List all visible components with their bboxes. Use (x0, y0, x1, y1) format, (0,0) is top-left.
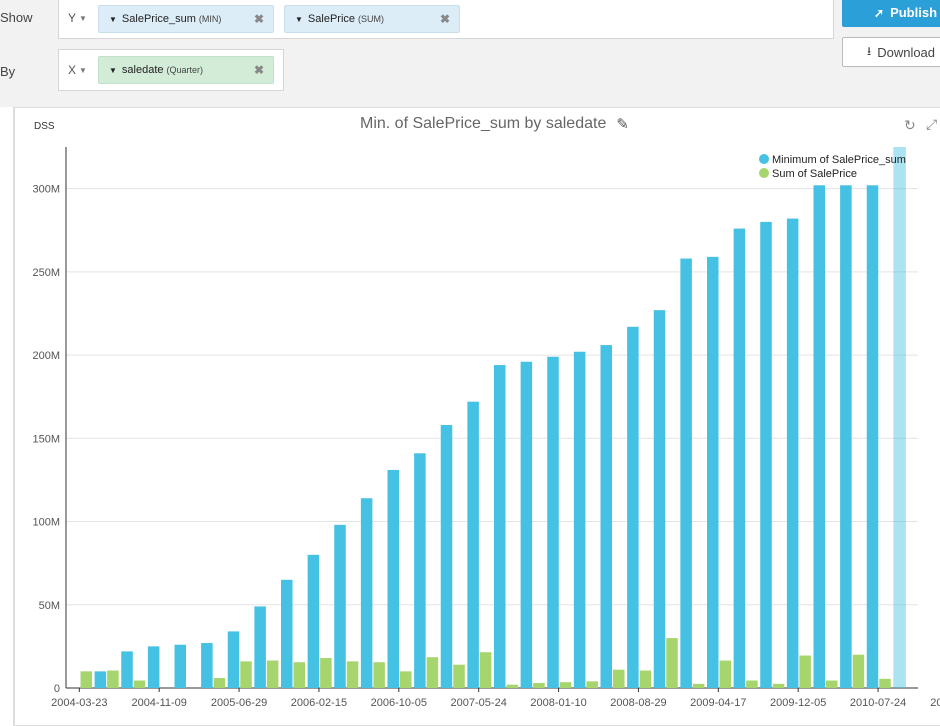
publish-button[interactable]: ➚ Publish (842, 0, 940, 27)
close-icon[interactable]: ✖ (439, 12, 450, 26)
x-axis-letter: X (68, 63, 77, 77)
refresh-icon[interactable]: ↻ (904, 117, 916, 133)
download-icon: ⭳ (867, 43, 872, 58)
left-panel-edge (0, 107, 14, 726)
pill-aggregation: (MIN) (198, 14, 222, 24)
chevron-down-icon: ▼ (109, 14, 117, 24)
x-axis-selector[interactable]: X ▼ (68, 63, 87, 77)
chart-panel (14, 107, 940, 726)
expand-icon[interactable]: ⤢ (926, 116, 938, 132)
close-icon[interactable]: ✖ (253, 12, 264, 26)
chart-title-wrap: Min. of SalePrice_sum by saledate ✎ (360, 115, 629, 133)
download-button[interactable]: ⭳ Download (842, 37, 940, 67)
close-icon[interactable]: ✖ (253, 63, 264, 77)
y-pill-saleprice-sum[interactable]: ▼ SalePrice_sum (MIN) ✖ (98, 5, 274, 33)
y-axis-letter: Y (68, 11, 77, 25)
dss-brand: DSS (34, 121, 55, 132)
x-pill-saledate[interactable]: ▼ saledate (Quarter) ✖ (98, 56, 274, 84)
download-label: Download (877, 44, 936, 60)
chart-title[interactable]: Min. of SalePrice_sum by saledate (360, 115, 607, 132)
y-pill-saleprice[interactable]: ▼ SalePrice (SUM) ✖ (284, 5, 460, 33)
pill-field: SalePrice (307, 13, 355, 25)
pill-field: saledate (121, 64, 164, 76)
by-label: By (0, 64, 16, 79)
pill-aggregation: (SUM) (358, 14, 384, 24)
chevron-down-icon: ▼ (79, 13, 87, 23)
pencil-icon[interactable]: ✎ (616, 116, 629, 133)
show-label: Show (0, 10, 33, 25)
pill-aggregation: (Quarter) (166, 65, 204, 75)
publish-label: Publish (890, 5, 938, 20)
pill-field: SalePrice_sum (121, 13, 196, 25)
chevron-down-icon: ▼ (109, 65, 117, 75)
chevron-down-icon: ▼ (79, 65, 87, 75)
share-icon: ➚ (874, 5, 885, 20)
y-axis-selector[interactable]: Y ▼ (68, 11, 87, 25)
chevron-down-icon: ▼ (295, 14, 303, 24)
